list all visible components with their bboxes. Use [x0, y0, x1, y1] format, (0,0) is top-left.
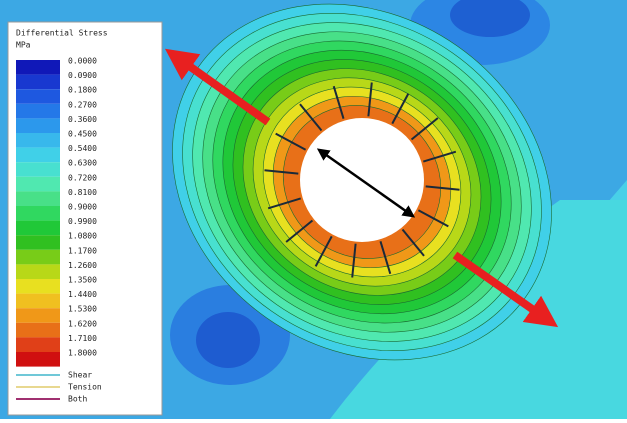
- region: [196, 312, 260, 368]
- legend-label: 0.8100: [68, 188, 97, 197]
- legend-label: 1.3500: [68, 276, 97, 285]
- legend-label: 0.9900: [68, 217, 97, 226]
- legend-label: 1.6200: [68, 319, 97, 328]
- legend-swatch: [16, 89, 60, 104]
- legend-label: 0.7200: [68, 173, 97, 182]
- legend-swatch: [16, 308, 60, 323]
- legend-swatch: [16, 337, 60, 352]
- legend-swatch: [16, 250, 60, 265]
- legend-label: 0.1800: [68, 86, 97, 95]
- legend-swatch: [16, 75, 60, 90]
- legend-swatch: [16, 264, 60, 279]
- legend-swatch: [16, 162, 60, 177]
- legend-swatch: [16, 148, 60, 163]
- legend-label: 0.9000: [68, 203, 97, 212]
- legend-swatch: [16, 60, 60, 75]
- legend-swatch: [16, 352, 60, 367]
- legend-swatch: [16, 104, 60, 119]
- legend-swatch: [16, 221, 60, 236]
- legend-line-label: Tension: [68, 383, 102, 392]
- legend-swatch: [16, 206, 60, 221]
- legend-label: 0.0900: [68, 71, 97, 80]
- legend-swatch: [16, 235, 60, 250]
- legend-line-label: Both: [68, 395, 87, 404]
- legend-label: 0.4500: [68, 130, 97, 139]
- legend-label: 1.7100: [68, 334, 97, 343]
- legend-line-label: Shear: [68, 371, 92, 380]
- stress-plot: Differential Stress MPa 0.0000 0.0900 0.18…: [0, 0, 627, 419]
- legend-label: 1.5300: [68, 305, 97, 314]
- legend-swatch: [16, 133, 60, 148]
- legend-unit: MPa: [16, 41, 31, 50]
- legend-label: 0.3600: [68, 115, 97, 124]
- legend-swatch: [16, 294, 60, 309]
- legend-title: Differential Stress: [16, 29, 108, 38]
- legend-swatch: [16, 118, 60, 133]
- legend-label: 1.1700: [68, 246, 97, 255]
- legend-label: 0.0000: [68, 57, 97, 66]
- legend-label: 1.8000: [68, 349, 97, 358]
- legend-label: 0.6300: [68, 159, 97, 168]
- legend-label: 1.0800: [68, 232, 97, 241]
- legend-swatch: [16, 191, 60, 206]
- legend-label: 1.4400: [68, 290, 97, 299]
- legend-label: 0.2700: [68, 100, 97, 109]
- legend-label: 1.2600: [68, 261, 97, 270]
- legend-label: 0.5400: [68, 144, 97, 153]
- legend-swatch: [16, 177, 60, 192]
- legend-swatch: [16, 323, 60, 338]
- legend-swatch: [16, 279, 60, 294]
